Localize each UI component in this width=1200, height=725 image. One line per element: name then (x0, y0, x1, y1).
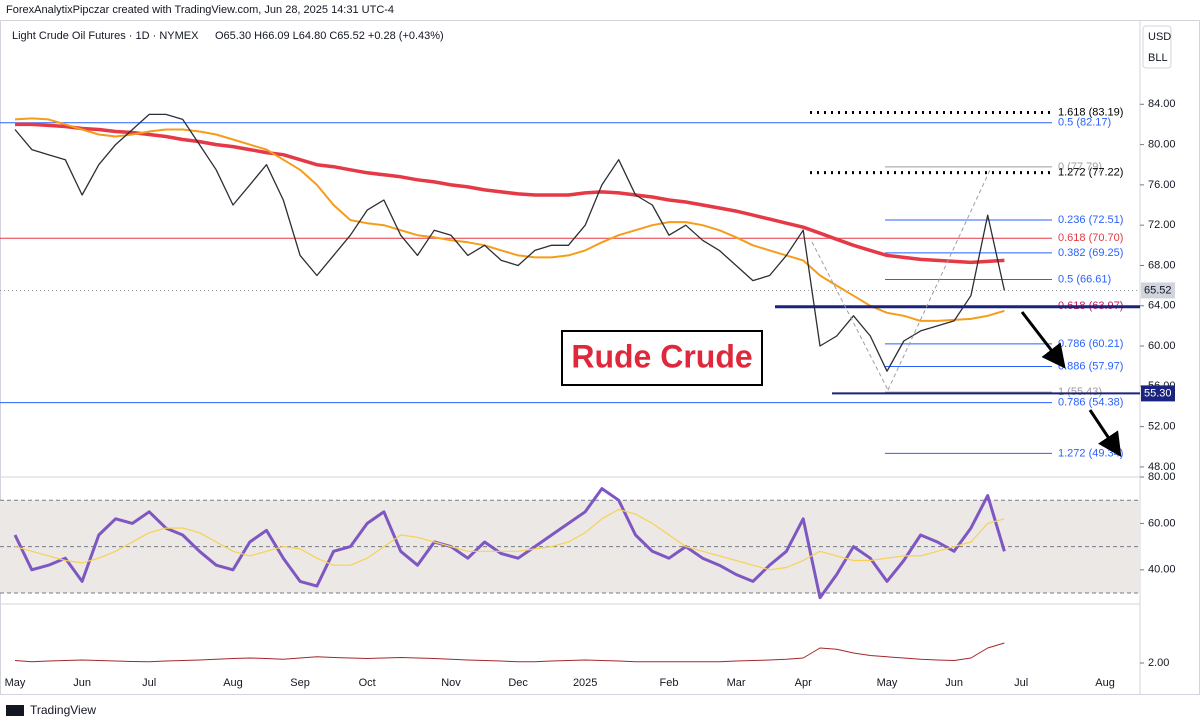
annotation-box (561, 330, 763, 386)
fib-label: 0.786 (54.38) (1058, 397, 1123, 409)
series-line (14, 113, 1006, 372)
y-tick-label: 80.00 (1148, 138, 1176, 150)
fib-label: 0.382 (69.25) (1058, 247, 1123, 259)
fib-label: 1 (55.43) (1058, 386, 1102, 398)
x-tick-label: May (5, 677, 26, 689)
series-line (13, 487, 1006, 600)
x-tick-label: Oct (359, 677, 376, 689)
price-box (1141, 282, 1175, 299)
y-tick-label: 60.00 (1148, 517, 1176, 529)
x-tick-label: Sep (290, 677, 310, 689)
x-tick-label: May (877, 677, 898, 689)
y-tick-label: 52.00 (1148, 421, 1176, 433)
y-tick-label: 84.00 (1148, 98, 1176, 110)
currency[interactable]: USD (1148, 31, 1171, 43)
series-line (14, 642, 1005, 663)
y-tick-label: 80.00 (1148, 471, 1176, 483)
x-tick-label: Dec (508, 677, 528, 689)
fib-label: 0.5 (82.17) (1058, 117, 1111, 129)
x-tick-label: Jul (142, 677, 156, 689)
x-tick-label: Apr (795, 677, 812, 689)
y-tick-label: 48.00 (1148, 461, 1176, 473)
y-tick-label: 68.00 (1148, 259, 1176, 271)
fib-label: 0.5 (66.61) (1058, 273, 1111, 285)
x-tick-label: Aug (223, 677, 243, 689)
fib-label: 0.618 (70.70) (1058, 232, 1123, 244)
fib-label: 0.886 (57.97) (1058, 360, 1123, 372)
credit: ForexAnalytixPipczar created with Tradin… (6, 4, 394, 16)
x-tick-label: Feb (660, 677, 679, 689)
price-box-label: 55.30 (1144, 387, 1172, 399)
y-tick-label: 72.00 (1148, 219, 1176, 231)
y-tick-label: 40.00 (1148, 564, 1176, 576)
logo[interactable]: TradingView (30, 703, 96, 717)
arrow (1020, 311, 1066, 369)
price-box-label: 65.52 (1144, 284, 1172, 296)
series-line (15, 122, 1005, 265)
y-tick-label: 2.00 (1148, 657, 1169, 669)
unit[interactable]: BLL (1148, 52, 1168, 64)
fib-label: 1.272 (49.34) (1058, 447, 1123, 459)
series-line (14, 117, 1005, 322)
series-line (14, 508, 1005, 571)
x-tick-label: Aug (1095, 677, 1115, 689)
quote: O65.30 H66.09 L64.80 C65.52 +0.28 (+0.43… (215, 30, 444, 42)
y-tick-label: 64.00 (1148, 300, 1176, 312)
fib-label: 0 (77.79) (1058, 161, 1102, 173)
x-tick-label: Nov (441, 677, 461, 689)
unit-box[interactable] (1142, 25, 1172, 69)
x-tick-label: Mar (727, 677, 746, 689)
plot: 1.618 (83.19)0.5 (82.17)0 (77.79)1.272 (… (0, 98, 1176, 689)
arrow (1088, 409, 1122, 457)
annotation: Rude Crude (571, 338, 752, 374)
fib-label: 0.786 (60.21) (1058, 338, 1123, 350)
fib-label: 1.618 (83.19) (1058, 106, 1123, 118)
x-tick-label: Jun (945, 677, 963, 689)
x-tick-label: Jun (73, 677, 91, 689)
chart-title: Light Crude Oil Futures · 1D · NYMEX (12, 30, 199, 42)
x-tick-label: Jul (1014, 677, 1028, 689)
x-tick-label: 2025 (573, 677, 597, 689)
y-tick-label: 60.00 (1148, 340, 1176, 352)
price-box (1141, 385, 1175, 402)
logo-icon[interactable] (6, 705, 24, 716)
fib-trend (887, 169, 991, 391)
fib-label: 0.236 (72.51) (1058, 214, 1123, 226)
fib-label: 1.272 (77.22) (1058, 166, 1123, 178)
y-tick-label: 76.00 (1148, 179, 1176, 191)
